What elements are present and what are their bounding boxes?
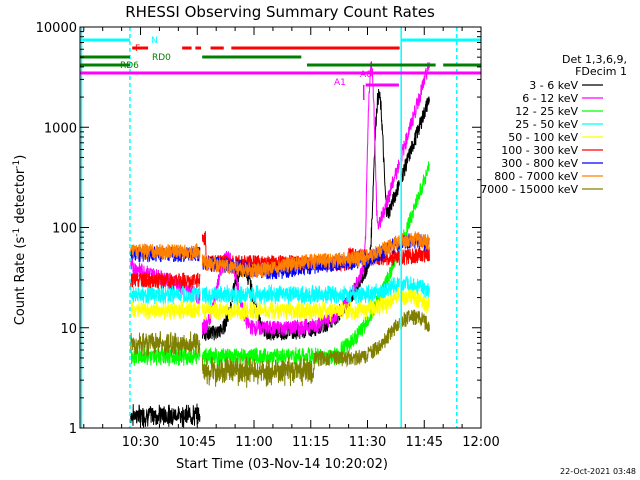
legend-label: 25 - 50 keV [515,118,578,131]
x-tick-label: 12:00 [462,435,499,450]
y-axis-label-sup2: -1 [12,160,22,169]
flag-label: A1 [334,78,346,88]
axis-layer: 1 10 100 1000 10000 10:30 10:45 11:00 11:15 11:30… [36,21,500,450]
y-tick-label: 100 [52,222,77,237]
x-tick-label: 11:15 [292,435,329,450]
series-line-7000-15000kev [130,309,430,388]
y-tick-label: 1000 [44,121,77,136]
flag-label: F [135,44,140,54]
x-tick-label: 11:00 [235,435,272,450]
x-tick-label: 11:30 [349,435,386,450]
x-tick-label: 11:45 [406,435,443,450]
y-tick-label: 1 [69,422,77,437]
data-layer [130,61,430,428]
legend-label: 50 - 100 keV [508,131,578,144]
legend-label: 7000 - 15000 keV [480,183,578,196]
y-axis-label-end: ) [13,155,28,160]
flag-label: RD6 [120,61,139,71]
legend-label: 3 - 6 keV [529,79,578,92]
y-tick-label: 10000 [36,21,77,36]
chart-title: RHESSI Observing Summary Count Rates [125,3,435,21]
legend-label: 300 - 800 keV [501,157,578,170]
y-axis-label-sup1: -1 [12,228,22,237]
footer-date: 22-Oct-2021 03:48 [560,467,636,476]
y-axis-label: Count Rate (s-1 detector-1) [12,155,28,326]
series-line-800-7000kev [130,231,430,280]
y-tick-label: 10 [60,322,77,337]
series-line-50-100kev [130,287,430,322]
flag-label: A0 [360,70,372,80]
x-axis-label: Start Time (03-Nov-14 10:20:02) [176,457,388,472]
legend-label: 800 - 7000 keV [494,170,578,183]
legend-label: 6 - 12 keV [522,92,578,105]
x-tick-label: 10:30 [122,435,159,450]
flag-label: N [151,36,158,46]
legend-label: 12 - 25 keV [515,105,578,118]
y-axis-label-main: Count Rate (s [13,237,28,326]
legend-label: 100 - 300 keV [501,144,578,157]
y-axis-label-mid: detector [13,168,28,228]
legend-header: Det 1,3,6,9, [562,53,627,66]
x-tick-label: 10:45 [179,435,216,450]
legend-header: FDecim 1 [575,65,627,78]
flag-label: RD0 [152,53,171,63]
